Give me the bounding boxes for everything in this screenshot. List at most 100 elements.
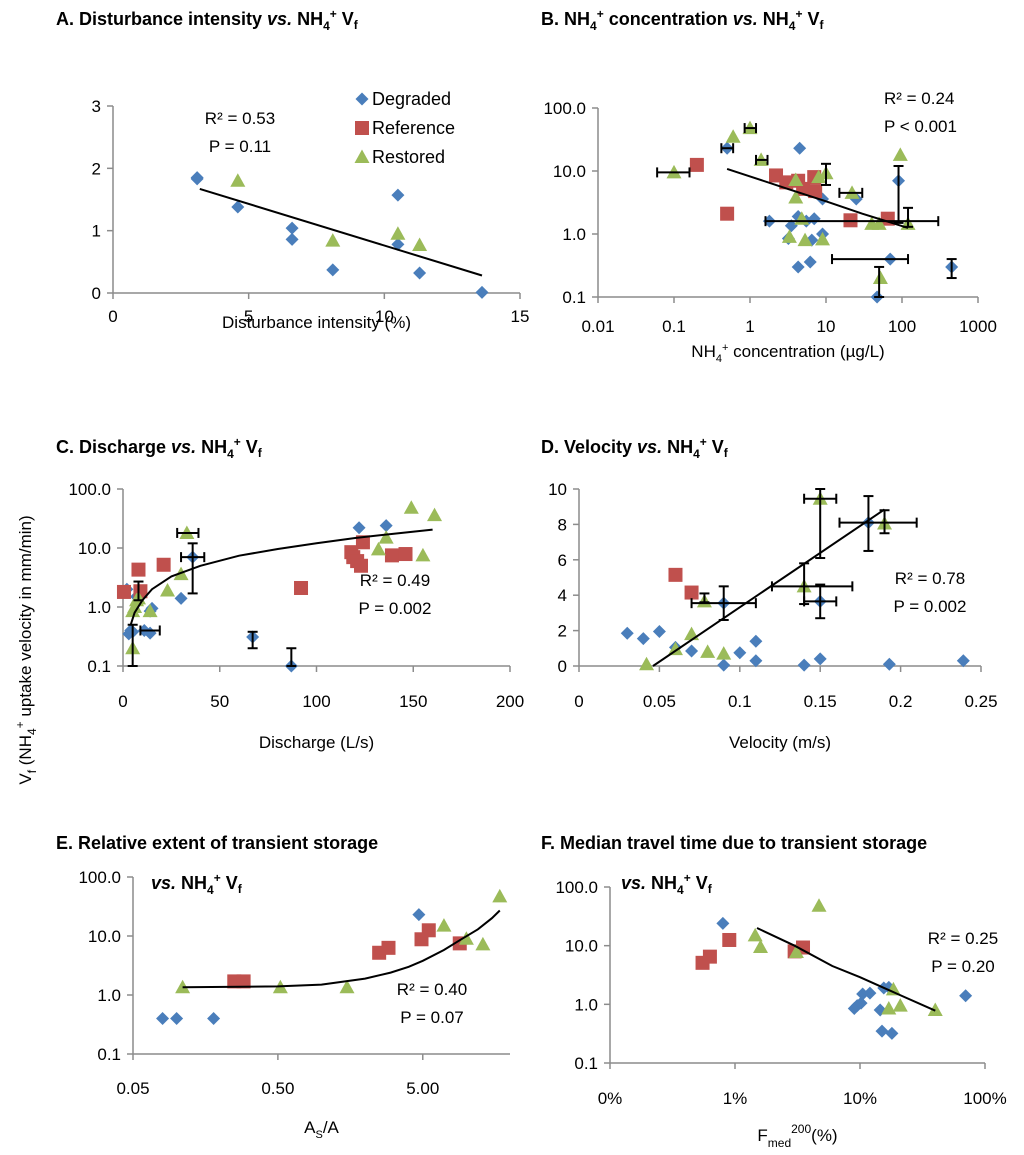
error-bar [874,265,885,298]
x-tick-label: 100 [302,692,330,711]
error-bar [133,580,144,602]
degraded-point [620,626,634,640]
y-tick-label: 0.1 [87,657,111,676]
y-tick-label: 10.0 [553,162,586,181]
restored-point [815,231,831,246]
restored-point [160,583,176,597]
y-tick-label: 1.0 [87,598,111,617]
x-tick-label: 0.1 [662,317,686,336]
x-tick-label: 0.05 [643,692,676,711]
restored-point [230,173,246,187]
panel-f: F. Median travel time due to transient s… [541,833,1007,1150]
degraded-point [285,232,299,246]
series-degraded [620,516,970,672]
degraded-point [636,632,650,646]
restored-point [881,1000,897,1015]
series-restored [230,173,428,252]
restored-point [378,530,394,544]
series-degraded [720,141,959,304]
error-bar [893,165,904,224]
y-tick-label: 1.0 [562,225,586,244]
trendline [726,167,909,229]
y-tick-label: 100.0 [68,480,111,499]
reference-point [808,184,823,199]
restored-point [892,147,908,161]
x-tick-label: 0.05 [116,1079,149,1098]
degraded-point [685,644,699,658]
series-restored [747,898,943,1017]
error-bar [838,517,918,528]
x-axis-label: Velocity (m/s) [729,733,831,752]
error-bar [821,162,831,186]
restored-point [390,226,406,240]
restored-point [325,233,341,247]
p-value-label: P = 0.20 [931,957,995,976]
x-tick-label: 0 [108,307,117,326]
reference-point [156,557,171,572]
legend-label-reference: Reference [372,118,455,138]
reference-point [689,157,704,172]
trendline [652,508,886,667]
reference-point [354,558,369,573]
x-axis-label: Fmed200(%) [757,1122,837,1150]
degraded-point [174,591,188,605]
degraded-point [190,171,204,185]
degraded-point [716,916,730,930]
series-degraded [156,908,426,1025]
restored-point [639,656,655,671]
x-tick-label: 100 [888,317,916,336]
panel-title: D. Velocity vs. NH4+ Vf [541,435,729,461]
degraded-point [813,652,827,666]
reference-point [398,547,413,562]
y-tick-label: 8 [558,515,567,534]
error-bar [903,206,914,228]
degraded-point [170,1011,184,1025]
y-tick-label: 0 [92,284,101,303]
r-squared-label: R² = 0.53 [205,109,275,128]
reference-point [236,974,251,989]
r-squared-label: R² = 0.24 [884,89,954,108]
restored-point [684,626,700,641]
x-tick-label: 1% [723,1089,748,1108]
y-tick-label: 100.0 [555,878,598,897]
degraded-point [793,141,807,155]
reference-point [355,121,369,135]
panel-b: B. NH4+ concentration vs. NH4+ Vf 0.1 1.0 1… [541,7,997,365]
p-value-label: P < 0.001 [884,117,957,136]
x-axis-label: Disturbance intensity (%) [222,313,411,332]
error-bar [879,509,890,535]
restored-point [871,216,887,230]
x-tick-label: 200 [496,692,524,711]
panel-e: E. Relative extent of transient storage v… [56,833,510,1141]
error-bar [743,123,758,134]
restored-point [716,646,732,660]
restored-point [142,603,158,618]
p-value-label: P = 0.002 [894,597,967,616]
y-tick-label: 6 [558,551,567,570]
error-bar [815,488,826,560]
restored-point [339,979,355,994]
y-tick-label: 0 [558,657,567,676]
y-tick-label: 100.0 [78,868,121,887]
y-tick-label: 3 [92,97,101,116]
x-tick-label: 0 [574,692,583,711]
panel-title: E. Relative extent of transient storage [56,833,378,853]
x-tick-label: 10 [375,307,394,326]
degraded-point [326,263,340,277]
y-tick-label: 1 [92,222,101,241]
y-tick-label: 10.0 [565,937,598,956]
y-tick-label: 0.1 [562,288,586,307]
r-squared-label: R² = 0.25 [928,929,998,948]
error-bar [139,625,161,636]
restored-point [436,918,452,932]
degraded-point [652,624,666,638]
x-tick-label: 0.25 [964,692,997,711]
degraded-point [803,255,817,269]
y-tick-label: 1.0 [574,995,598,1014]
reference-point [116,584,131,599]
reference-point [702,949,717,964]
panel-d: D. Velocity vs. NH4+ Vf 0 2 4 6 8 10 0 0.05 0.1 0.… [541,435,998,752]
x-tick-label: 150 [399,692,427,711]
degraded-point [863,986,877,1000]
degraded-point [885,1026,899,1040]
